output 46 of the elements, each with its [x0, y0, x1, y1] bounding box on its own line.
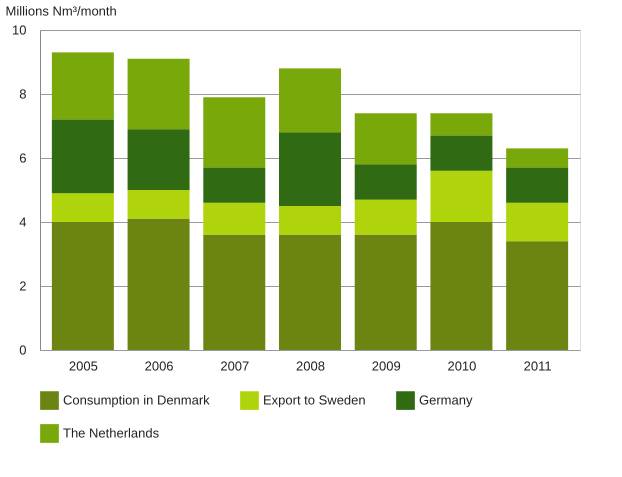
bar: [203, 168, 266, 203]
bar: [354, 113, 417, 164]
x-tick-label: 2011: [524, 358, 552, 374]
legend-label: Consumption in Denmark: [63, 392, 210, 408]
bar: [52, 52, 114, 120]
y-axis-title: Millions Nm³/month: [6, 4, 117, 18]
bar: [203, 202, 266, 235]
legend-label: Germany: [419, 392, 473, 408]
bar: [52, 222, 114, 350]
bar: [354, 164, 417, 200]
x-tick-label: 2008: [296, 358, 325, 374]
bar: [128, 190, 190, 219]
y-tick-label: 0: [19, 342, 26, 358]
bar: [203, 234, 266, 350]
bar: [279, 234, 341, 350]
x-tick-label: 2007: [220, 358, 250, 374]
bar: [506, 202, 568, 242]
bar: [52, 193, 114, 222]
bar: [506, 168, 568, 203]
bar: [430, 136, 492, 171]
x-tick-label: 2006: [144, 358, 174, 374]
bar: [128, 129, 190, 190]
y-tick-label: 4: [19, 214, 26, 230]
bar: [128, 58, 190, 130]
bar: [354, 200, 417, 235]
y-tick-label: 8: [19, 86, 26, 102]
y-tick-label: 10: [12, 22, 26, 38]
bar: [506, 148, 568, 168]
y-tick-label: 6: [19, 150, 26, 166]
legend-label: The Netherlands: [63, 426, 160, 440]
bar: [430, 170, 492, 222]
bar: [430, 222, 492, 350]
bar: [279, 132, 341, 206]
bar: [279, 68, 341, 132]
bar: [279, 206, 341, 235]
bar: [354, 234, 417, 350]
bar: [52, 120, 114, 194]
bar: [506, 241, 568, 350]
x-tick-label: 2009: [372, 358, 401, 374]
x-tick-label: 2010: [447, 358, 476, 374]
legend-label: Export to Sweden: [263, 392, 366, 408]
bar: [203, 97, 266, 168]
bar: [430, 113, 492, 136]
x-tick-label: 2005: [68, 358, 98, 374]
y-tick-label: 2: [19, 278, 26, 294]
bar: [128, 218, 190, 350]
